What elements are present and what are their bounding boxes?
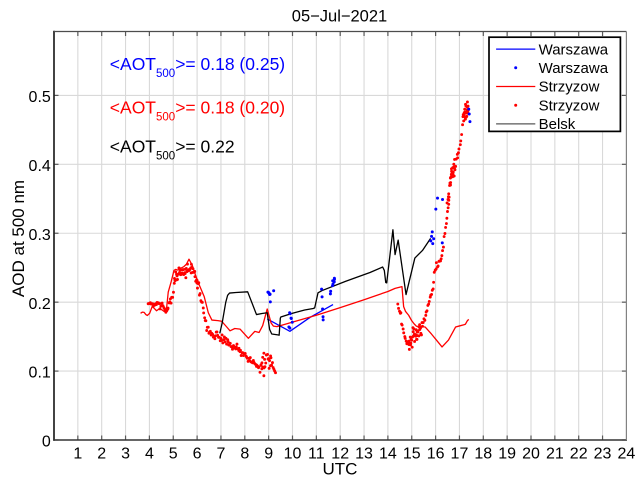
svg-text:15: 15 (403, 446, 421, 463)
svg-text:Warszawa: Warszawa (539, 41, 609, 58)
svg-text:14: 14 (379, 446, 397, 463)
svg-text:13: 13 (355, 446, 373, 463)
svg-text:22: 22 (570, 446, 588, 463)
svg-text:0.3: 0.3 (29, 227, 51, 244)
svg-text:24: 24 (618, 446, 636, 463)
svg-text:0: 0 (42, 434, 51, 451)
svg-text:23: 23 (594, 446, 612, 463)
svg-text:AOD at 500 nm: AOD at 500 nm (9, 180, 28, 297)
svg-text:16: 16 (427, 446, 445, 463)
svg-text:0.2: 0.2 (29, 296, 51, 313)
svg-text:10: 10 (284, 446, 302, 463)
svg-text:9: 9 (264, 446, 273, 463)
svg-text:6: 6 (193, 446, 202, 463)
svg-text:4: 4 (145, 446, 154, 463)
svg-text:20: 20 (522, 446, 540, 463)
svg-text:17: 17 (451, 446, 469, 463)
svg-text:8: 8 (240, 446, 249, 463)
svg-text:3: 3 (121, 446, 130, 463)
svg-text:21: 21 (546, 446, 564, 463)
svg-text:Strzyzow: Strzyzow (539, 79, 600, 96)
svg-text:Warszawa: Warszawa (539, 60, 609, 77)
svg-text:0.4: 0.4 (29, 158, 51, 175)
svg-text:2: 2 (97, 446, 106, 463)
svg-text:11: 11 (308, 446, 325, 463)
svg-text:05−Jul−2021: 05−Jul−2021 (292, 7, 387, 25)
svg-text:18: 18 (474, 446, 492, 463)
svg-text:12: 12 (331, 446, 349, 463)
svg-text:0.5: 0.5 (29, 89, 51, 106)
svg-text:UTC: UTC (323, 459, 358, 478)
svg-text:Strzyzow: Strzyzow (539, 97, 600, 114)
svg-text:7: 7 (216, 446, 225, 463)
svg-text:1: 1 (73, 446, 82, 463)
svg-text:5: 5 (169, 446, 178, 463)
svg-text:0.1: 0.1 (29, 365, 51, 382)
svg-text:Belsk: Belsk (539, 116, 576, 133)
svg-text:19: 19 (498, 446, 516, 463)
